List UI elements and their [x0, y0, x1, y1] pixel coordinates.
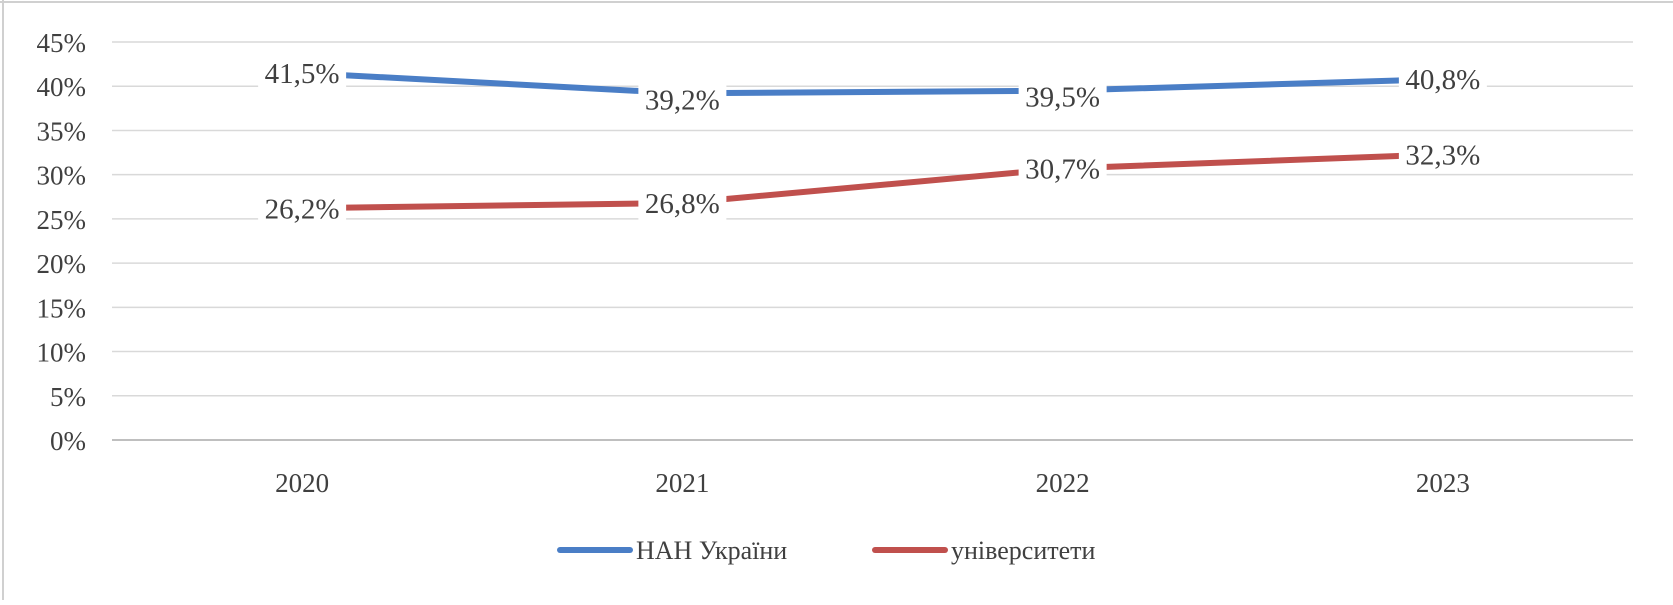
data-label: 26,8%: [645, 188, 720, 220]
y-tick-label: 20%: [37, 249, 87, 279]
y-tick-label: 25%: [37, 205, 87, 235]
y-tick-label: 40%: [37, 72, 87, 102]
data-label: 32,3%: [1405, 139, 1480, 171]
series-line-1: [299, 151, 1446, 212]
gridlines: [112, 41, 1633, 441]
legend-label: університети: [951, 536, 1096, 565]
y-axis: 0% 5% 10% 15% 20% 25% 30% 35% 40% 45%: [37, 28, 87, 456]
y-tick-label: 30%: [37, 161, 87, 191]
y-tick-label: 15%: [37, 293, 87, 323]
data-labels: 41,5% 39,2% 39,5% 40,8% 26,2% 26,8% 30,7% 32,3%: [258, 55, 1487, 226]
data-label-background: [638, 82, 727, 117]
x-tick-label: 2021: [655, 468, 709, 498]
data-label: 39,2%: [645, 84, 720, 116]
data-label-background: [1018, 79, 1107, 114]
x-tick-label: 2022: [1036, 468, 1090, 498]
legend: НАН України університети: [557, 536, 1096, 565]
x-tick-label: 2023: [1416, 468, 1470, 498]
data-label-background: [258, 55, 347, 90]
data-label-background: [258, 191, 347, 226]
legend-label: НАН України: [636, 536, 787, 565]
y-tick-label: 10%: [37, 338, 87, 368]
y-tick-label: 0%: [50, 426, 86, 456]
y-tick-label: 5%: [50, 382, 86, 412]
data-label-background: [1018, 151, 1107, 186]
data-label: 26,2%: [265, 193, 340, 225]
data-label-background: [1398, 62, 1487, 97]
data-label: 30,7%: [1025, 153, 1100, 185]
data-label: 41,5%: [265, 58, 340, 90]
data-label-background: [1398, 137, 1487, 172]
data-label: 39,5%: [1025, 82, 1100, 114]
series-line-0: [299, 69, 1446, 97]
series-lines: [299, 69, 1446, 212]
y-tick-label: 45%: [37, 28, 87, 58]
x-axis: 2020 2021 2022 2023: [275, 468, 1470, 498]
data-label-background: [638, 185, 727, 220]
y-tick-label: 35%: [37, 116, 87, 146]
x-tick-label: 2020: [275, 468, 329, 498]
data-label: 40,8%: [1405, 64, 1480, 96]
